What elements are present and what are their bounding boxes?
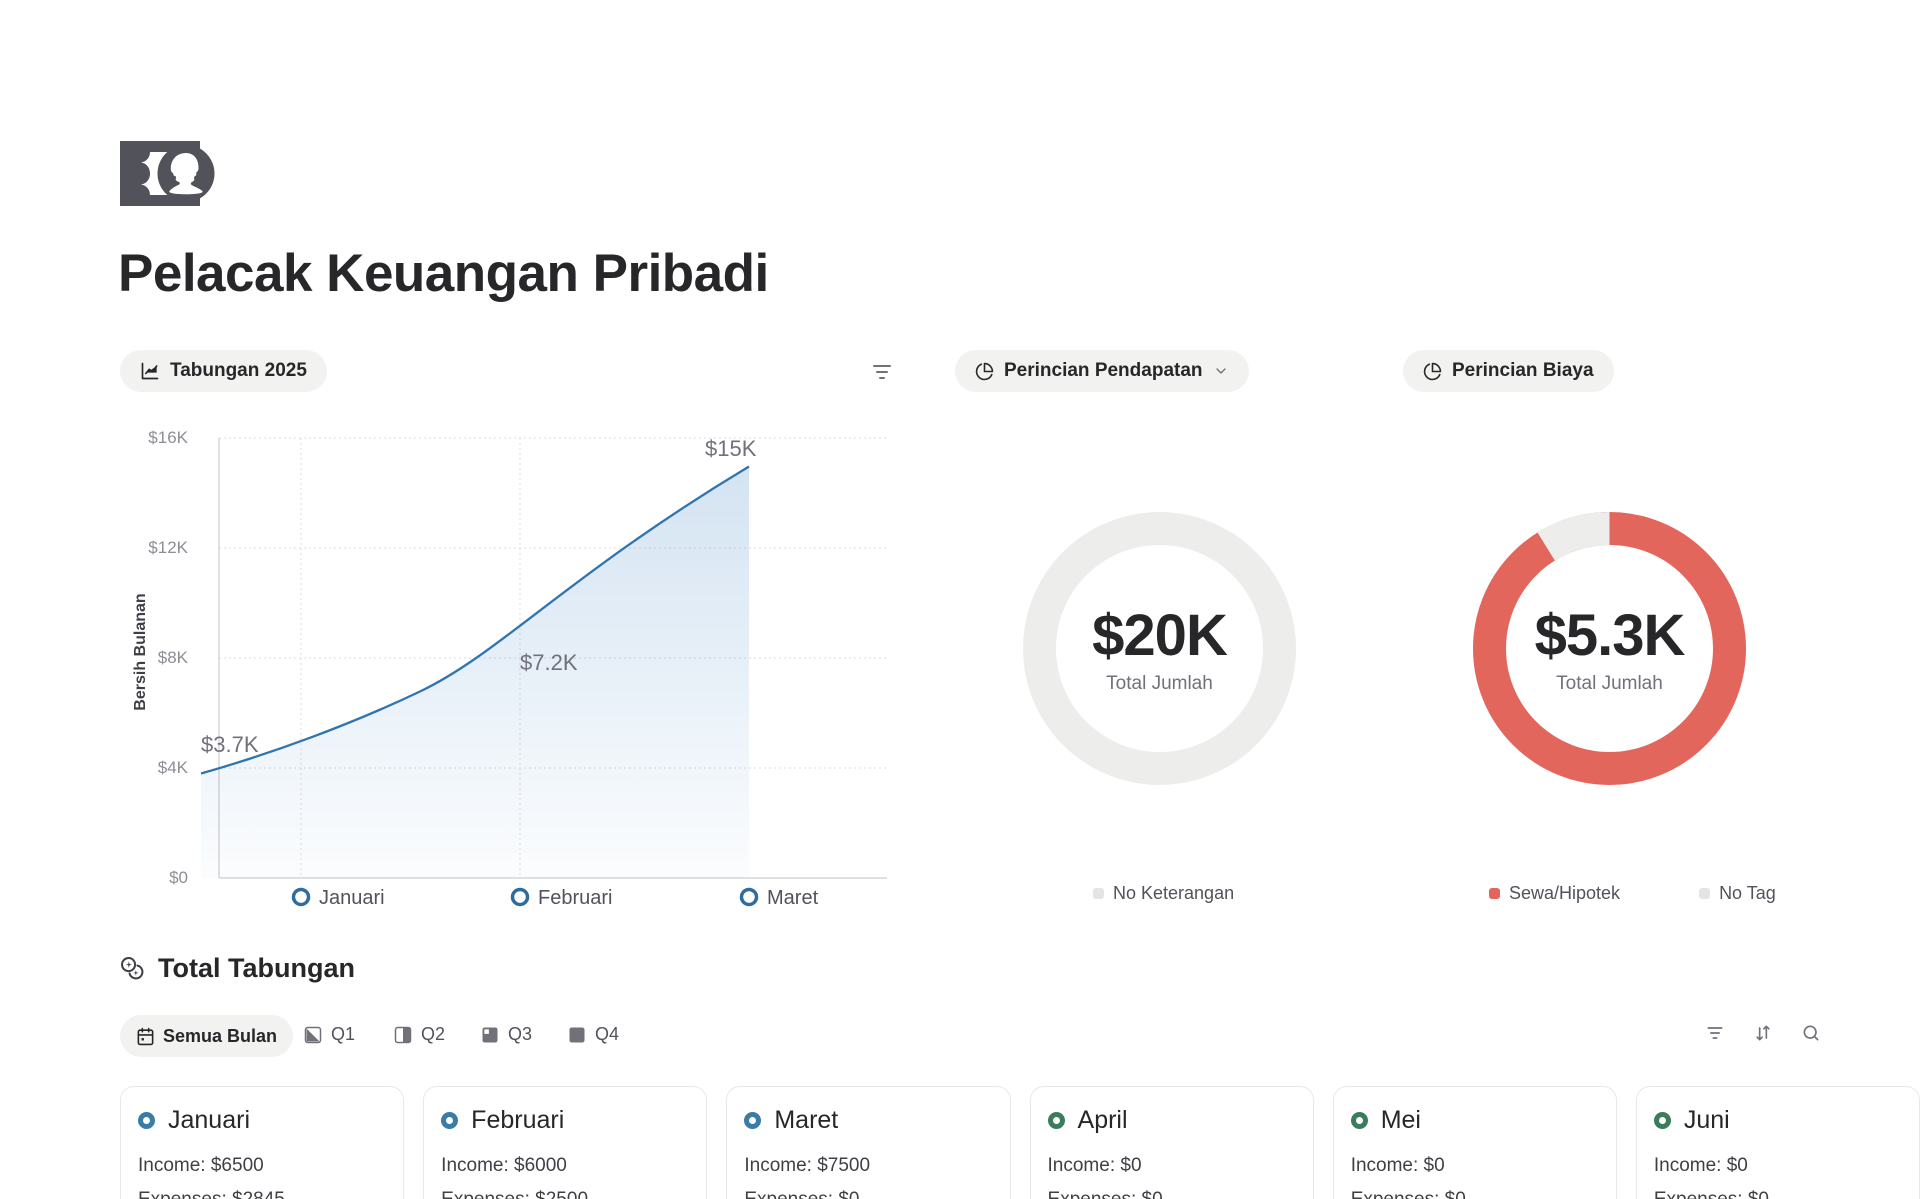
svg-text:Januari: Januari: [319, 887, 385, 909]
svg-text:$0: $0: [169, 868, 188, 887]
svg-text:$16K: $16K: [148, 428, 188, 447]
svg-text:Februari: Februari: [538, 887, 612, 909]
svg-text:$4K: $4K: [158, 758, 189, 777]
svg-text:$3.7K: $3.7K: [201, 732, 259, 757]
svg-text:Maret: Maret: [767, 887, 819, 909]
svg-text:$12K: $12K: [148, 538, 188, 557]
svg-text:$8K: $8K: [158, 648, 189, 667]
svg-text:$15K: $15K: [705, 436, 757, 461]
svg-text:$7.2K: $7.2K: [520, 650, 578, 675]
